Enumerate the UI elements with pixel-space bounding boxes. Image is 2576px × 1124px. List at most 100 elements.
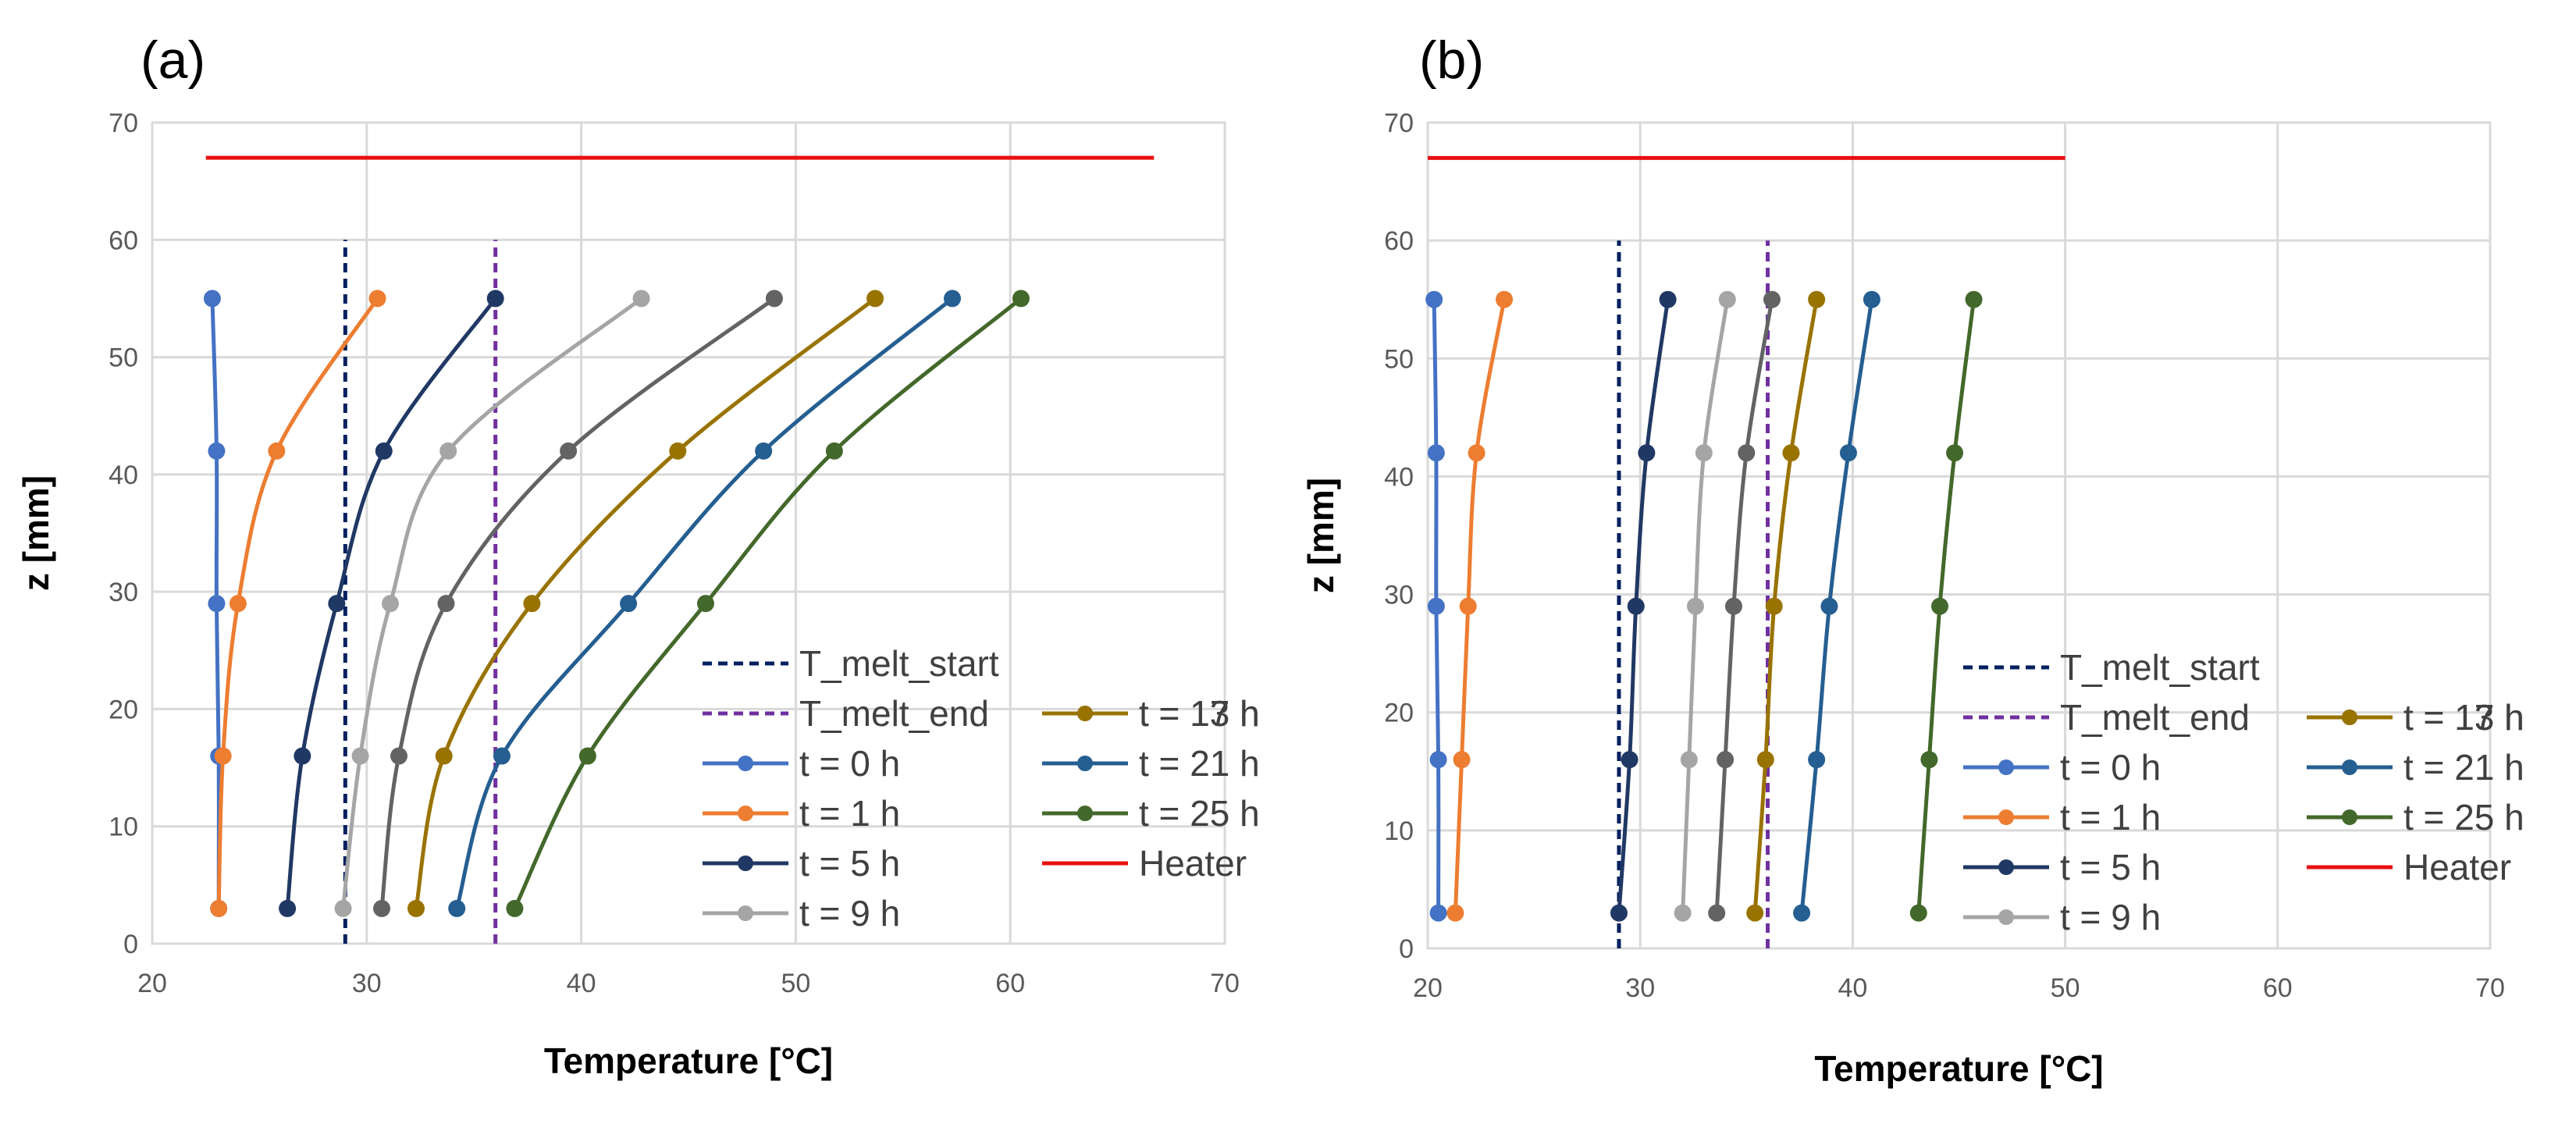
legend-label-t-melt-start: T_melt_start (2060, 647, 2260, 688)
y-tick-label: 70 (1384, 108, 1414, 138)
legend-label-t-25-h: t = 25 h (1139, 793, 1260, 834)
data-point-t-1-h (1459, 597, 1477, 615)
data-point-t-5-h (1610, 904, 1628, 922)
legend-label-t-5-h: t = 5 h (799, 843, 900, 884)
data-point-t-5-h (1638, 444, 1656, 462)
data-point-t-25-h (825, 442, 843, 460)
y-tick-label: 60 (109, 226, 138, 255)
data-point-t-25-h (1965, 290, 1983, 308)
legend-marker-t-25-h (1077, 806, 1093, 821)
data-point-t-9-h (1718, 290, 1736, 308)
legend-marker-t-1-h (738, 806, 753, 821)
y-tick-label: 50 (109, 343, 138, 373)
data-point-t-9-h (439, 442, 457, 460)
legend-label-heater: Heater (2403, 847, 2511, 887)
data-point-t-21-h (620, 595, 638, 613)
legend-label-t-9-h: t = 9 h (799, 893, 900, 934)
data-point-t-17-h (1746, 904, 1764, 922)
legend-marker-t-1-h (1998, 809, 2014, 825)
legend-label-t-21-h: t = 21 h (2403, 747, 2524, 788)
data-point-t-9-h (1695, 444, 1713, 462)
data-point-t-13-h (1708, 904, 1726, 922)
x-axis-title: Temperature [°C] (1814, 1048, 2103, 1089)
y-tick-label: 20 (109, 695, 138, 724)
x-tick-label: 40 (567, 969, 596, 998)
legend-label-t-21-h: t = 21 h (1139, 743, 1260, 784)
data-point-t-25-h (1012, 290, 1030, 308)
data-point-t-25-h (1920, 751, 1938, 769)
x-tick-label: 20 (1413, 973, 1443, 1003)
data-point-t-1-h (1468, 444, 1485, 462)
data-point-t-25-h (578, 747, 596, 765)
data-point-t-1-h (210, 899, 228, 917)
data-point-t-21-h (1820, 597, 1838, 615)
data-point-t-25-h (1946, 444, 1964, 462)
legend-marker-t-0-h (1998, 759, 2014, 775)
data-point-t-0-h (1427, 597, 1445, 615)
y-tick-label: 70 (109, 108, 138, 138)
legend-label-t-17-h: t = 17 h (2403, 697, 2524, 738)
data-point-t-9-h (1680, 751, 1698, 769)
x-tick-label: 70 (2475, 973, 2505, 1003)
data-point-t-0-h (1425, 290, 1443, 308)
data-point-t-21-h (1808, 751, 1826, 769)
data-point-t-13-h (437, 595, 455, 613)
y-axis-title: z [mm] (16, 475, 56, 591)
data-point-t-0-h (1429, 751, 1447, 769)
panel-label: (b) (1419, 30, 1484, 90)
legend-label-t-melt-end: T_melt_end (799, 693, 989, 734)
data-point-t-5-h (1627, 597, 1645, 615)
legend-label-t-0-h: t = 0 h (2060, 747, 2161, 788)
data-point-t-17-h (407, 899, 425, 917)
legend-label-t-1-h: t = 1 h (2060, 797, 2161, 838)
legend-label-t-melt-start: T_melt_start (799, 643, 999, 684)
legend-marker-t-17-h (2342, 710, 2357, 725)
data-point-t-21-h (1839, 444, 1857, 462)
data-point-t-25-h (696, 595, 714, 613)
data-point-t-0-h (1429, 904, 1447, 922)
data-point-t-21-h (448, 899, 466, 917)
data-point-t-0-h (1427, 444, 1445, 462)
data-point-t-0-h (208, 442, 226, 460)
x-tick-label: 70 (1210, 969, 1240, 998)
data-point-t-13-h (765, 290, 783, 308)
legend-label-t-1-h: t = 1 h (799, 793, 900, 834)
data-point-t-25-h (1909, 904, 1927, 922)
chart-b: 20 30 40 50 60 70 0 10 20 30 40 50 60 70 Temperature [… (1300, 30, 2524, 1089)
data-point-t-5-h (486, 290, 504, 308)
data-point-t-17-h (669, 442, 687, 460)
series-line-t-21-h (454, 297, 954, 909)
legend-marker-t-17-h (1077, 706, 1093, 721)
legend-marker-t-25-h (2342, 809, 2357, 825)
series-line-t-17-h (414, 297, 877, 909)
data-point-t-1-h (368, 290, 386, 308)
x-tick-label: 50 (781, 969, 810, 998)
y-tick-label: 0 (123, 930, 138, 959)
x-tick-label: 60 (995, 969, 1025, 998)
series-line-t-17-h (1752, 299, 1819, 913)
data-point-t-5-h (294, 747, 311, 765)
data-point-t-13-h (373, 899, 391, 917)
x-tick-label: 40 (1838, 973, 1867, 1003)
data-point-t-13-h (1724, 597, 1742, 615)
y-tick-label: 20 (1384, 699, 1414, 728)
data-point-t-5-h (279, 899, 297, 917)
plot-area-border (151, 121, 1226, 945)
data-point-t-9-h (334, 899, 352, 917)
chart-a: 20 30 40 50 60 70 0 10 20 30 40 50 60 70 Temperature [… (16, 30, 1260, 1081)
data-point-t-17-h (866, 290, 884, 308)
x-tick-label: 30 (1625, 973, 1655, 1003)
y-tick-label: 40 (109, 461, 138, 490)
data-point-t-1-h (268, 442, 286, 460)
data-point-t-21-h (1863, 290, 1880, 308)
plot-area-border (1426, 121, 2492, 950)
data-point-t-13-h (1738, 444, 1756, 462)
legend-label-t-17-h: t = 17 h (1139, 693, 1260, 734)
data-point-t-5-h (328, 595, 346, 613)
y-tick-label: 30 (109, 578, 138, 607)
data-point-t-9-h (1674, 904, 1692, 922)
data-point-t-25-h (506, 899, 524, 917)
y-tick-label: 10 (1384, 816, 1414, 846)
data-point-t-17-h (523, 595, 541, 613)
y-tick-label: 60 (1384, 226, 1414, 256)
